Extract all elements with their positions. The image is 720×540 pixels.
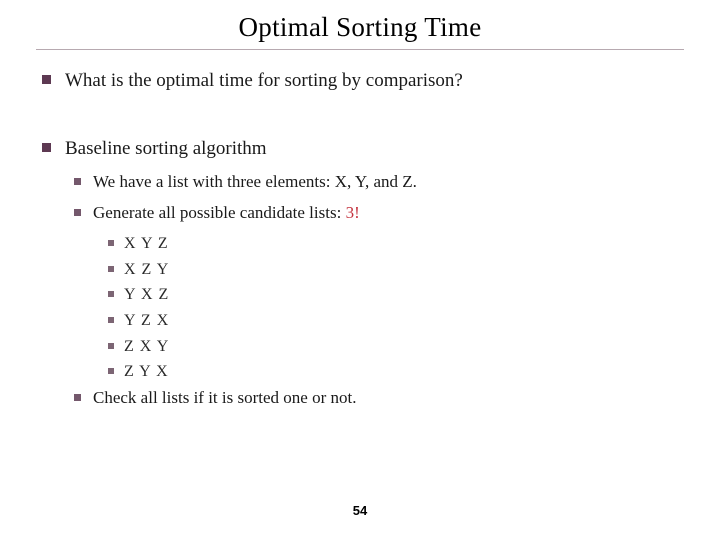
item-baseline: Baseline sorting algorithm bbox=[42, 136, 684, 162]
item-generate: Generate all possible candidate lists: 3… bbox=[74, 202, 684, 225]
generate-highlight: 3! bbox=[346, 203, 360, 222]
perm-row: Y X Z bbox=[108, 284, 684, 306]
square-bullet-icon bbox=[108, 368, 114, 374]
slide-title: Optimal Sorting Time bbox=[238, 12, 481, 43]
title-wrap: Optimal Sorting Time bbox=[36, 12, 684, 43]
perm-text: Y Z X bbox=[124, 310, 169, 332]
square-bullet-icon bbox=[108, 317, 114, 323]
perm-row: X Z Y bbox=[108, 259, 684, 281]
perm-row: Y Z X bbox=[108, 310, 684, 332]
item-text: We have a list with three elements: X, Y… bbox=[93, 171, 417, 194]
square-bullet-icon bbox=[108, 240, 114, 246]
perm-text: Z Y X bbox=[124, 361, 169, 383]
item-text: Check all lists if it is sorted one or n… bbox=[93, 387, 356, 410]
item-have-list: We have a list with three elements: X, Y… bbox=[74, 171, 684, 194]
item-question: What is the optimal time for sorting by … bbox=[42, 68, 684, 94]
perm-row: Z Y X bbox=[108, 361, 684, 383]
square-bullet-icon bbox=[42, 143, 51, 152]
perm-row: Z X Y bbox=[108, 336, 684, 358]
square-bullet-icon bbox=[108, 266, 114, 272]
square-bullet-icon bbox=[74, 209, 81, 216]
item-text: What is the optimal time for sorting by … bbox=[65, 68, 463, 94]
square-bullet-icon bbox=[74, 178, 81, 185]
page-number: 54 bbox=[0, 503, 720, 518]
item-text: Baseline sorting algorithm bbox=[65, 136, 267, 162]
slide: Optimal Sorting Time What is the optimal… bbox=[0, 0, 720, 540]
item-text: Generate all possible candidate lists: 3… bbox=[93, 202, 360, 225]
title-rule bbox=[36, 49, 684, 50]
perm-text: X Y Z bbox=[124, 233, 169, 255]
item-check: Check all lists if it is sorted one or n… bbox=[74, 387, 684, 410]
square-bullet-icon bbox=[42, 75, 51, 84]
square-bullet-icon bbox=[108, 343, 114, 349]
generate-prefix: Generate all possible candidate lists: bbox=[93, 203, 346, 222]
perm-text: Y X Z bbox=[124, 284, 169, 306]
perm-text: X Z Y bbox=[124, 259, 169, 281]
square-bullet-icon bbox=[108, 291, 114, 297]
perm-row: X Y Z bbox=[108, 233, 684, 255]
square-bullet-icon bbox=[74, 394, 81, 401]
perm-text: Z X Y bbox=[124, 336, 169, 358]
